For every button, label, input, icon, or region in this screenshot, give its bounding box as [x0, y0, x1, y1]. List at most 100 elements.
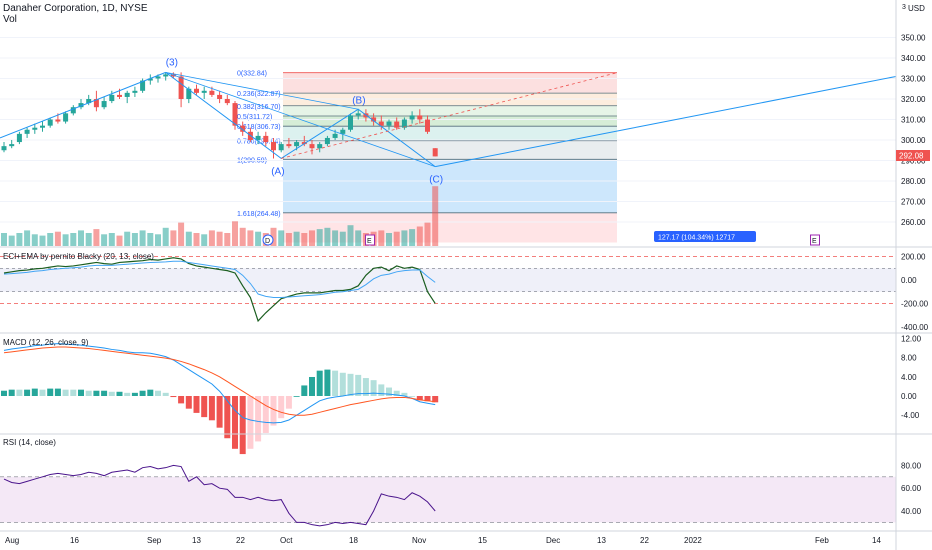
candle-body	[255, 135, 261, 140]
volume-bar	[216, 231, 223, 246]
candle[interactable]	[255, 131, 261, 145]
candle[interactable]	[140, 78, 146, 93]
macd-signal-line[interactable]	[3, 346, 436, 416]
macd-histogram-bar	[116, 391, 123, 396]
candle[interactable]	[217, 90, 223, 104]
time-tick-label: Feb	[815, 536, 829, 545]
candle-body	[432, 148, 438, 157]
candle[interactable]	[309, 140, 315, 155]
wave-diagonal-line[interactable]	[165, 71, 359, 110]
time-tick-label: 13	[597, 536, 606, 545]
candle[interactable]	[355, 109, 361, 120]
event-marker[interactable]: E	[365, 234, 375, 246]
candle[interactable]	[147, 74, 153, 85]
candle[interactable]	[425, 115, 430, 134]
candle[interactable]	[201, 86, 207, 99]
candle[interactable]	[24, 127, 30, 138]
candle[interactable]	[348, 113, 353, 132]
rsi-line[interactable]	[3, 464, 436, 527]
candle[interactable]	[417, 109, 423, 124]
candle-body	[47, 119, 53, 126]
candle[interactable]	[340, 127, 346, 140]
ema-line[interactable]	[3, 260, 436, 299]
candle[interactable]	[1, 142, 7, 153]
candle[interactable]	[409, 111, 415, 124]
macd-histogram-bar	[432, 396, 439, 403]
candle[interactable]	[109, 90, 115, 104]
macd-histogram-bar	[309, 376, 315, 396]
candle[interactable]	[301, 135, 307, 147]
candle[interactable]	[63, 111, 69, 124]
macd-histogram-bar	[1, 390, 7, 396]
candle[interactable]	[224, 94, 230, 106]
candle[interactable]	[378, 115, 384, 130]
candle[interactable]	[317, 142, 323, 153]
wave-diagonal-line[interactable]	[165, 71, 436, 168]
candle[interactable]	[386, 119, 392, 130]
macd-tick-label: -4.00	[901, 411, 920, 420]
candle[interactable]	[40, 121, 45, 132]
event-marker[interactable]: D	[262, 234, 274, 246]
candle[interactable]	[70, 105, 76, 116]
macd-histogram-bar	[378, 384, 385, 396]
time-tick-label: 16	[70, 536, 79, 545]
candle[interactable]	[93, 90, 99, 112]
candle[interactable]	[232, 101, 238, 130]
candle[interactable]	[78, 99, 84, 110]
candle-body	[201, 90, 207, 93]
fib-trend-line[interactable]	[281, 72, 618, 159]
fib-zone	[283, 140, 617, 160]
candle[interactable]	[263, 131, 269, 147]
candle[interactable]	[286, 137, 292, 149]
candle[interactable]	[278, 142, 284, 153]
macd-tick-label: 8.00	[901, 354, 917, 363]
wave-label: (B)	[352, 95, 365, 106]
candle-body	[186, 88, 192, 99]
volume-bar	[185, 231, 192, 246]
candle[interactable]	[86, 94, 92, 106]
range-measure-box[interactable]	[654, 231, 756, 242]
candle[interactable]	[124, 90, 130, 104]
candle-body	[240, 125, 246, 132]
macd-tick-label: 4.00	[901, 373, 917, 382]
candle[interactable]	[240, 121, 246, 136]
macd-histogram-bar	[216, 396, 223, 428]
time-tick-label: 22	[236, 536, 245, 545]
fib-level-label: 0.382(316.70)	[237, 104, 281, 111]
candle[interactable]	[194, 84, 199, 95]
volume-bar	[93, 229, 100, 246]
candle[interactable]	[163, 72, 169, 81]
candle[interactable]	[271, 137, 276, 159]
candle[interactable]	[371, 113, 377, 126]
ecih-line[interactable]	[3, 257, 436, 323]
candle[interactable]	[9, 140, 15, 149]
candle[interactable]	[401, 117, 407, 130]
volume-bar	[16, 233, 23, 246]
volume-bar	[170, 230, 177, 246]
macd-title[interactable]: MACD (12, 26, close, 9)	[3, 338, 89, 347]
candle[interactable]	[432, 148, 438, 157]
volume-bar	[432, 186, 439, 246]
candle[interactable]	[324, 135, 330, 147]
symbol-title[interactable]: Danaher Corporation, 1D, NYSE	[3, 3, 148, 14]
candle[interactable]	[47, 117, 53, 128]
candle-body	[86, 99, 92, 104]
macd-line[interactable]	[3, 343, 436, 424]
macd-histogram-bar	[255, 396, 262, 442]
macd-histogram-bar	[301, 385, 308, 396]
macd-histogram-bar	[24, 389, 31, 396]
candle[interactable]	[16, 131, 22, 145]
rsi-title[interactable]: RSI (14, close)	[3, 438, 56, 447]
wave-label: (3)	[166, 57, 178, 68]
candle[interactable]	[394, 117, 400, 130]
event-marker[interactable]: E	[810, 234, 820, 246]
candle[interactable]	[101, 96, 107, 110]
candle-body	[93, 99, 99, 108]
elliott-wave-line[interactable]	[165, 71, 436, 168]
candle[interactable]	[132, 86, 138, 97]
projection-trend-line[interactable]	[435, 75, 897, 168]
ecih-title[interactable]: ECI+EMA by pernito Blacky (20, 13, close…	[3, 252, 154, 261]
candle[interactable]	[32, 123, 38, 134]
uptrend-line[interactable]	[0, 71, 166, 139]
